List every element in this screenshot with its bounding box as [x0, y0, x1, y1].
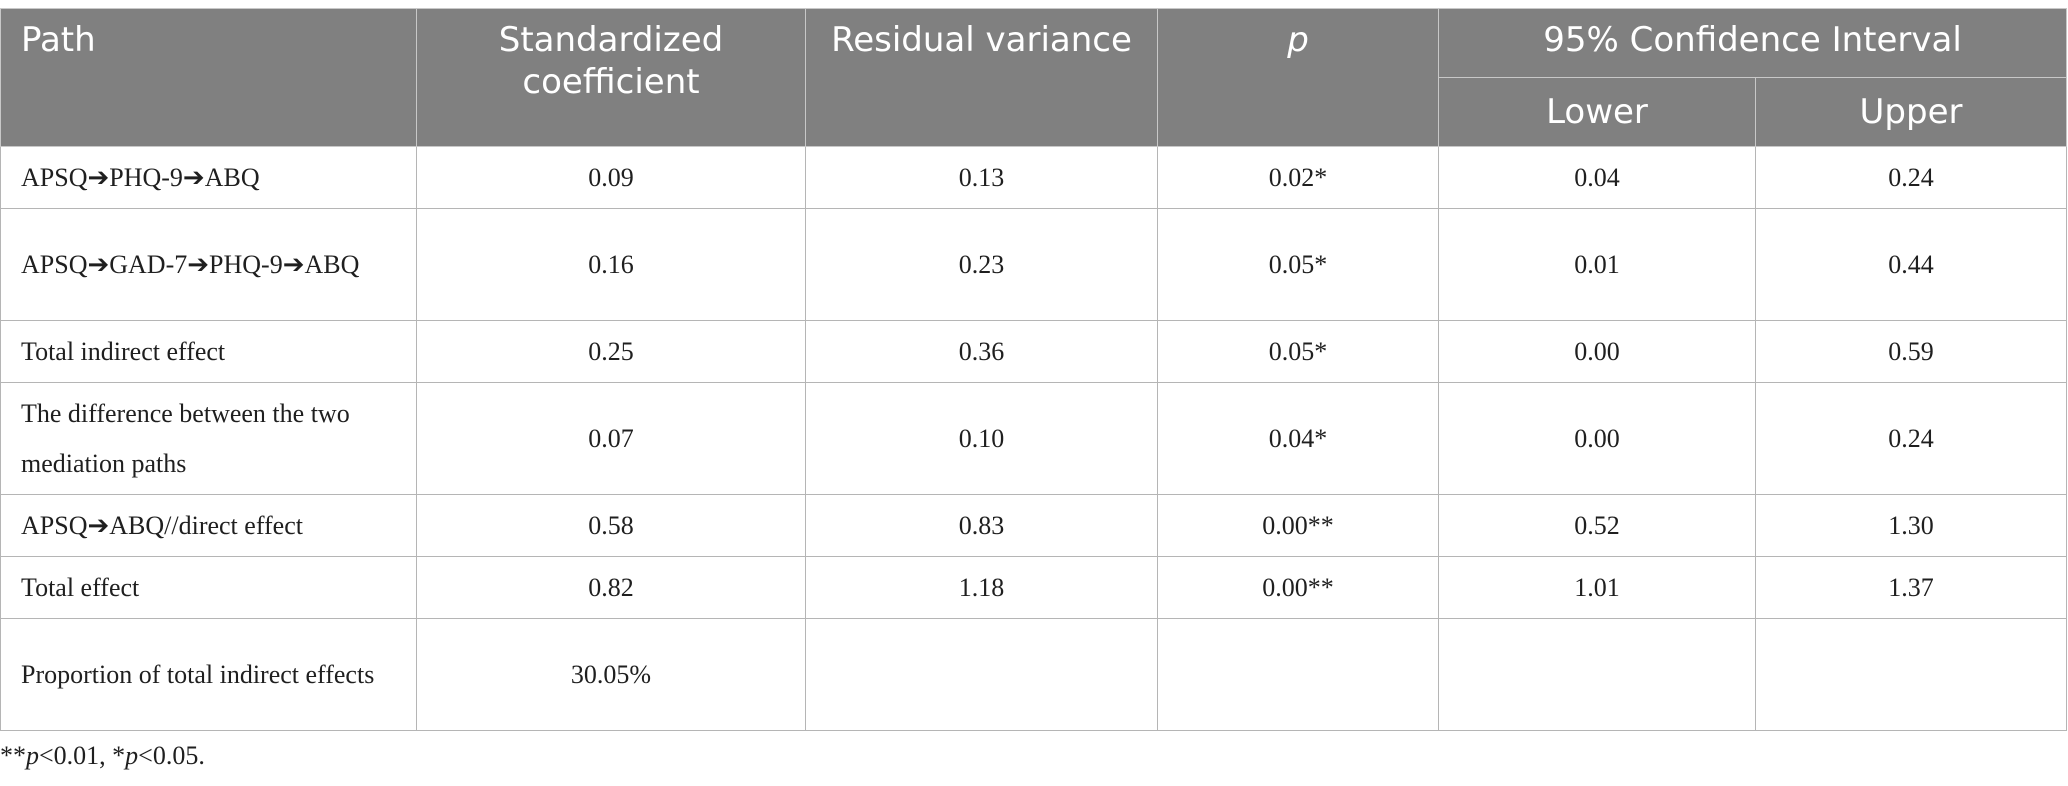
table-row: APSQ➔GAD-7➔PHQ-9➔ABQ 0.16 0.23 0.05* 0.0…	[0, 208, 2067, 321]
coefficient-cell: 0.82	[416, 556, 806, 619]
header-lower: Lower	[1438, 77, 1756, 147]
coefficient-cell: 0.09	[416, 146, 806, 209]
path-cell: APSQ➔PHQ-9➔ABQ	[0, 146, 417, 209]
coefficient-cell: 0.58	[416, 494, 806, 557]
footnote-stars-1: **	[0, 741, 26, 770]
upper-cell: 0.24	[1755, 382, 2067, 495]
coefficient-cell: 30.05%	[416, 618, 806, 731]
lower-cell	[1438, 618, 1756, 731]
lower-cell: 0.00	[1438, 382, 1756, 495]
p-cell	[1157, 618, 1439, 731]
mediation-effects-table: Path Standardized coefficient Residual v…	[0, 8, 2067, 731]
header-row: Path Standardized coefficient Residual v…	[0, 8, 2067, 147]
upper-cell: 0.59	[1755, 320, 2067, 383]
upper-cell: 1.30	[1755, 494, 2067, 557]
residual-variance-cell: 0.83	[805, 494, 1158, 557]
table-row: Proportion of total indirect effects 30.…	[0, 618, 2067, 731]
upper-cell: 1.37	[1755, 556, 2067, 619]
coefficient-cell: 0.07	[416, 382, 806, 495]
path-cell: APSQ➔GAD-7➔PHQ-9➔ABQ	[0, 208, 417, 321]
table-row: APSQ➔ABQ//direct effect 0.58 0.83 0.00**…	[0, 494, 2067, 557]
footnote-p-1: p	[26, 741, 39, 770]
footnote-threshold-2: <0.05.	[138, 741, 205, 770]
upper-cell: 0.24	[1755, 146, 2067, 209]
table-row: Total effect 0.82 1.18 0.00** 1.01 1.37	[0, 556, 2067, 619]
coefficient-cell: 0.16	[416, 208, 806, 321]
path-cell: Total indirect effect	[0, 320, 417, 383]
lower-cell: 0.00	[1438, 320, 1756, 383]
p-cell: 0.00**	[1157, 494, 1439, 557]
residual-variance-cell: 0.23	[805, 208, 1158, 321]
lower-cell: 0.04	[1438, 146, 1756, 209]
upper-cell: 0.44	[1755, 208, 2067, 321]
header-path: Path	[0, 8, 417, 147]
p-cell: 0.05*	[1157, 208, 1439, 321]
residual-variance-cell	[805, 618, 1158, 731]
footnote-p-2: p	[125, 741, 139, 770]
residual-variance-cell: 0.13	[805, 146, 1158, 209]
residual-variance-cell: 0.10	[805, 382, 1158, 495]
lower-cell: 0.52	[1438, 494, 1756, 557]
upper-cell	[1755, 618, 2067, 731]
header-standardized-coefficient: Standardized coefficient	[416, 8, 806, 147]
header-subrow: Lower Upper	[1, 77, 2067, 147]
header-confidence-interval: 95% Confidence Interval	[1438, 8, 2067, 78]
p-cell: 0.04*	[1157, 382, 1439, 495]
coefficient-cell: 0.25	[416, 320, 806, 383]
header-upper: Upper	[1755, 77, 2067, 147]
table-row: The difference between the two mediation…	[0, 382, 2067, 495]
table-footnote: **p<0.01, *p<0.05.	[0, 741, 205, 771]
footnote-threshold-1: <0.01,	[39, 741, 113, 770]
header-residual-variance: Residual variance	[805, 8, 1158, 147]
path-cell: Total effect	[0, 556, 417, 619]
table-row: Total indirect effect 0.25 0.36 0.05* 0.…	[0, 320, 2067, 383]
p-cell: 0.05*	[1157, 320, 1439, 383]
lower-cell: 1.01	[1438, 556, 1756, 619]
lower-cell: 0.01	[1438, 208, 1756, 321]
residual-variance-cell: 0.36	[805, 320, 1158, 383]
header-p: p	[1157, 8, 1439, 147]
path-cell: The difference between the two mediation…	[0, 382, 417, 495]
p-cell: 0.00**	[1157, 556, 1439, 619]
path-cell: Proportion of total indirect effects	[0, 618, 417, 731]
residual-variance-cell: 1.18	[805, 556, 1158, 619]
p-cell: 0.02*	[1157, 146, 1439, 209]
footnote-stars-2: *	[112, 741, 126, 770]
path-cell: APSQ➔ABQ//direct effect	[0, 494, 417, 557]
table-row: APSQ➔PHQ-9➔ABQ 0.09 0.13 0.02* 0.04 0.24	[0, 146, 2067, 209]
